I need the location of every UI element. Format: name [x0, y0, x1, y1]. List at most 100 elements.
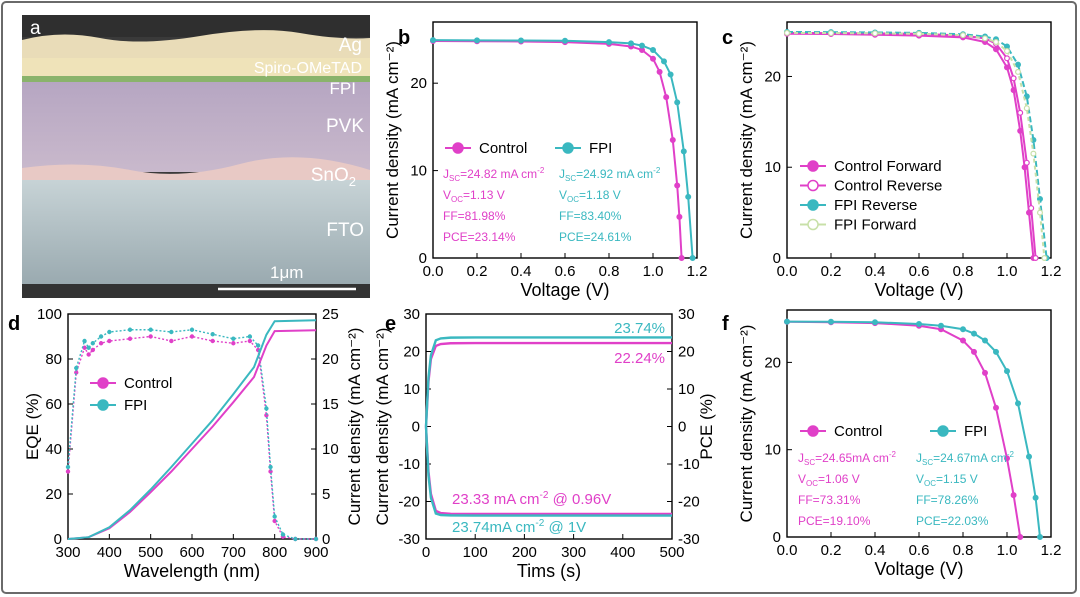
- fpi-jsc: JSC=24.67mA cm-2: [916, 450, 1015, 467]
- series-1-point: [1023, 159, 1030, 166]
- y2-tick-label: 20: [322, 351, 339, 368]
- x-tick-label: 0.2: [821, 263, 842, 280]
- x-tick-label: 1.2: [1041, 542, 1062, 559]
- series-1-point: [1010, 75, 1017, 82]
- y2-tick-label: 10: [322, 441, 339, 458]
- fpi-point: [871, 319, 878, 326]
- fpi-point: [1003, 368, 1010, 375]
- fpi-point: [1036, 533, 1043, 540]
- y2-tick-label: 0: [678, 419, 686, 436]
- y-tick-label: -10: [398, 456, 420, 473]
- series-3-point: [1014, 68, 1021, 75]
- control-eqe-point: [107, 338, 112, 344]
- control-eqe-point: [98, 341, 104, 346]
- x-tick-label: 0.6: [909, 542, 930, 559]
- y-axis-label: Current density (mA cm⁻²): [373, 328, 392, 526]
- series-2-point: [1036, 196, 1043, 203]
- x-tick-label: 100: [463, 544, 488, 561]
- fpi-voc: VOC=1.18 V: [559, 188, 621, 204]
- panel-b-label: b: [398, 27, 410, 49]
- control-eqe-point: [65, 469, 71, 474]
- fpi-eqe-point: [74, 365, 79, 371]
- x-tick-label: 500: [138, 544, 163, 561]
- legend-1-legend-marker: [807, 179, 819, 192]
- panel-b-chart: 0.0 0.2 0.4 0.6 0.8 1.0 1.2 0 10 20 Voltage (V) Cur…: [383, 21, 707, 300]
- fpi-legend-label: FPI: [964, 423, 987, 440]
- control-point: [678, 255, 685, 262]
- fpi-point: [970, 330, 977, 337]
- fpi-point: [1025, 453, 1032, 460]
- y-tick-label: 10: [764, 159, 781, 176]
- x-tick-label: 700: [221, 544, 246, 561]
- fpi-point: [959, 326, 966, 333]
- y-tick-label: 20: [410, 75, 427, 92]
- series-1-point: [1028, 205, 1035, 212]
- control-eqe-point: [231, 341, 236, 346]
- fpi-layer: [22, 76, 370, 82]
- control-point: [981, 369, 988, 376]
- y-tick-label: -30: [398, 531, 420, 548]
- fpi-eqe-point: [86, 345, 91, 350]
- fpi-point: [1032, 494, 1039, 501]
- fpi-ff: FF=78.26%: [916, 493, 979, 507]
- series-3-point: [981, 35, 988, 42]
- fpi-point: [605, 39, 612, 46]
- x-tick-label: 300: [55, 544, 80, 561]
- y2-axis-label: Current density (mA cm⁻²): [345, 328, 364, 526]
- control-legend-label: Control: [834, 423, 882, 440]
- panel-e-label: e: [385, 313, 396, 335]
- y-tick-label: 40: [45, 441, 62, 458]
- fpi-eqe-point: [210, 332, 215, 337]
- control-eqe-point: [127, 336, 133, 341]
- series-3-point: [827, 30, 834, 37]
- control-point: [674, 182, 681, 189]
- control-jsc: JSC=24.65mA cm-2: [798, 450, 897, 467]
- control-point: [1010, 492, 1017, 499]
- fpi-point: [827, 318, 834, 325]
- x-axis-label: Voltage (V): [874, 559, 963, 579]
- y2-tick-label: 25: [322, 306, 339, 323]
- fpi-point: [638, 42, 645, 49]
- x-tick-label: 0.4: [511, 263, 532, 280]
- panel-a: 1μm a Ag Spiro-OMeTAD FPI PVK SnO2 FTO: [22, 15, 370, 298]
- y-axis-label: Current density (mA cm⁻²): [383, 41, 402, 239]
- fpi-eqe-point: [65, 464, 71, 470]
- ag-layer: [22, 30, 370, 62]
- control-point: [1017, 533, 1024, 540]
- fpi-eqe-point: [255, 343, 261, 348]
- y-tick-label: 10: [410, 163, 427, 180]
- fpi-pce: PCE=24.61%: [559, 230, 632, 244]
- fpi-point: [627, 40, 634, 47]
- y-tick-label: 0: [412, 419, 420, 436]
- panel-f-label: f: [722, 313, 729, 335]
- x-tick-label: 1.2: [1041, 263, 1062, 280]
- y-tick-label: 20: [764, 354, 781, 371]
- y-tick-label: 20: [45, 486, 62, 503]
- fpi-point: [992, 348, 999, 355]
- control-eqe-point: [86, 352, 91, 357]
- series-3-point: [1036, 209, 1043, 216]
- fpi-point: [981, 337, 988, 344]
- layer-spiro-label: Spiro-OMeTAD: [254, 60, 362, 77]
- panel-d-chart: 300 400 500 600 700 800 900020406080100Wavelen…: [23, 306, 364, 581]
- fpi-point: [474, 37, 481, 44]
- y-tick-label: -20: [398, 494, 420, 511]
- y-tick-label: 30: [403, 306, 420, 323]
- fpi-legend-marker: [562, 142, 574, 154]
- panel-a-label: a: [30, 18, 41, 39]
- fpi-eqe-point: [231, 336, 236, 341]
- control-ff: FF=81.98%: [443, 209, 506, 223]
- fpi-eqe-point: [313, 536, 319, 542]
- fpi-eqe-point: [247, 334, 253, 339]
- x-tick-label: 0.0: [777, 263, 798, 280]
- x-tick-label: 1.0: [997, 263, 1018, 280]
- y2-tick-label: 5: [322, 486, 330, 503]
- legend-3-legend-marker: [807, 218, 819, 231]
- legend-1-legend-label: Control Reverse: [834, 178, 942, 195]
- panel-d-label: d: [8, 313, 20, 335]
- y-tick-label: 0: [54, 531, 62, 548]
- y-axis-label: EQE (%): [23, 393, 42, 460]
- fpi-eqe-point: [127, 327, 133, 332]
- y2-axis-label: PCE (%): [697, 393, 716, 459]
